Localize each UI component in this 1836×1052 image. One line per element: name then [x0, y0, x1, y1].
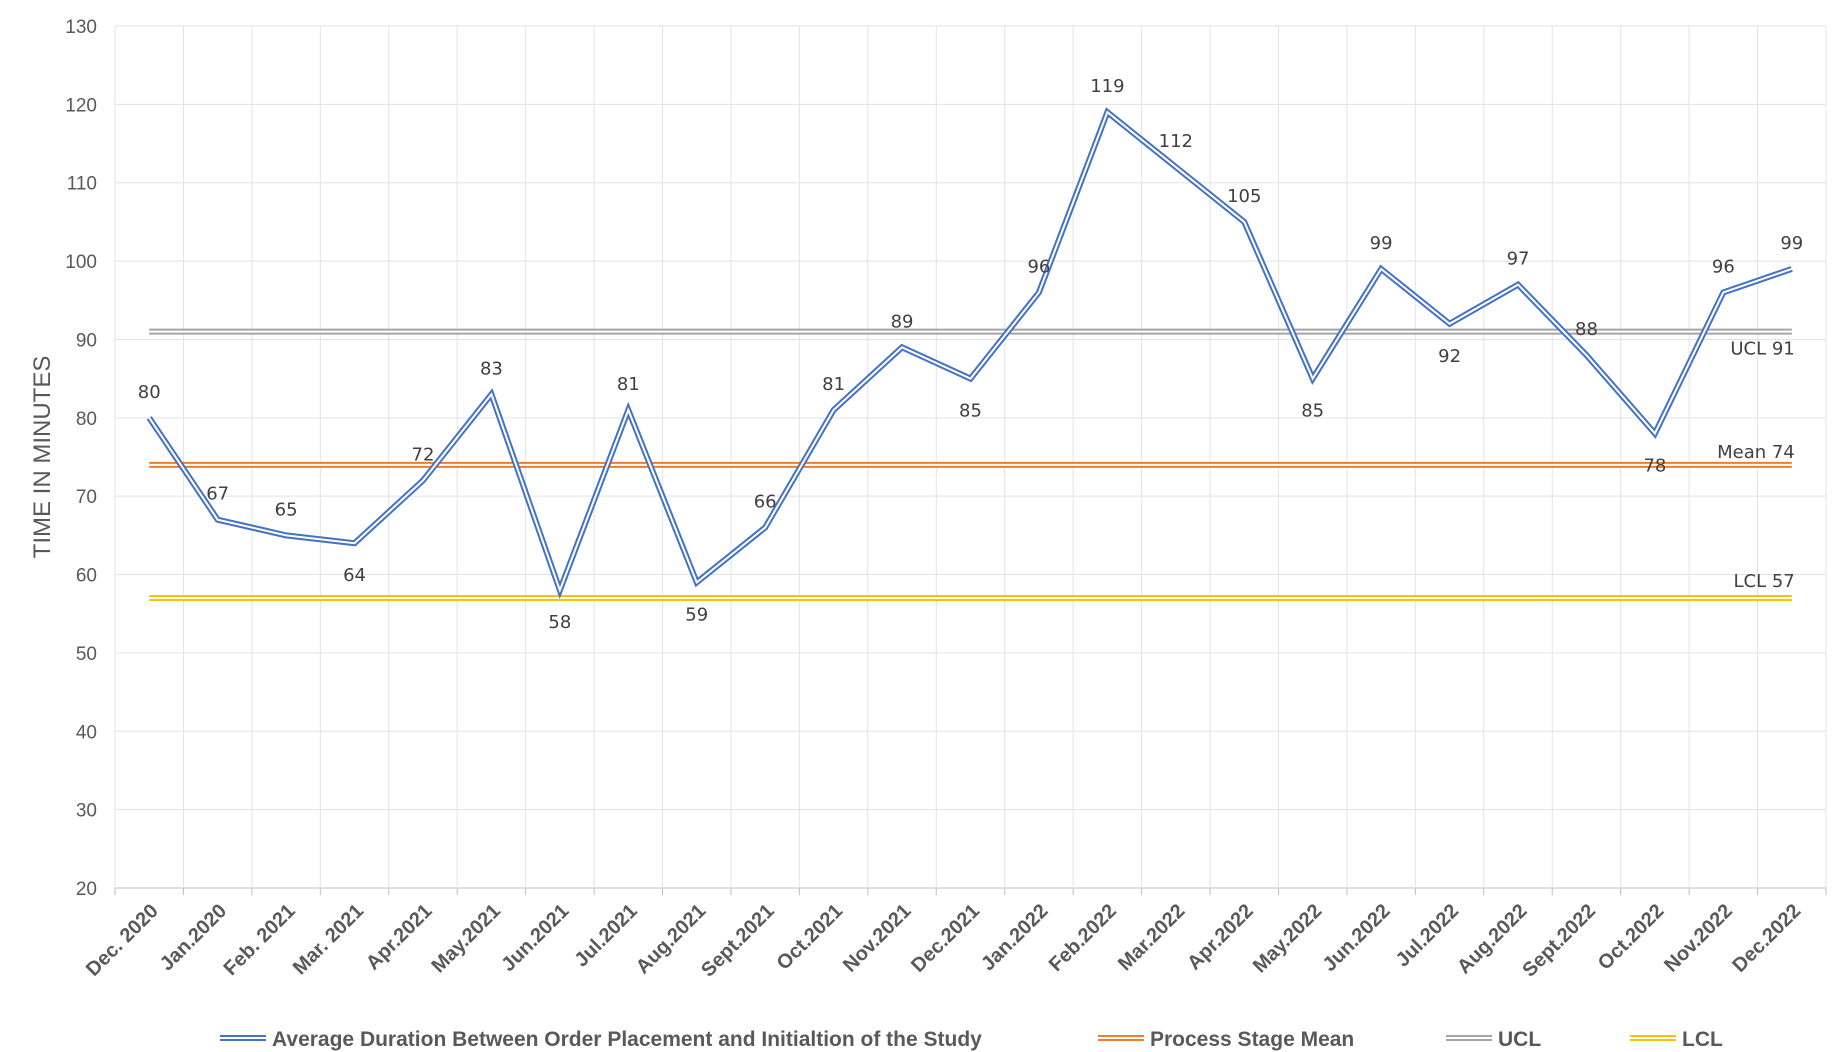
x-tick-label: Apr.2021 — [362, 900, 437, 975]
data-label: 119 — [1090, 76, 1124, 97]
x-tick-label: Jul.2022 — [1392, 900, 1463, 971]
x-tick-label: Jan.2022 — [977, 900, 1052, 975]
y-tick-label: 70 — [76, 487, 97, 508]
y-tick-label: 120 — [65, 95, 97, 116]
data-label: 80 — [138, 382, 161, 403]
ucl-label: UCL 91 — [1730, 339, 1794, 360]
x-tick-label: Dec. 2020 — [82, 900, 163, 981]
data-label: 81 — [617, 374, 640, 395]
x-tick-label: Feb. 2021 — [220, 900, 300, 980]
data-label: 112 — [1159, 131, 1193, 152]
x-tick-label: Jun.2022 — [1319, 900, 1395, 976]
data-label: 66 — [754, 492, 777, 513]
y-tick-label: 110 — [67, 174, 97, 195]
data-labels: 80 67 65 64 72 83 58 81 59 66 81 89 85 96 119 112 105 85 9… — [138, 76, 1803, 633]
y-tick-label: 60 — [76, 566, 97, 587]
mean-label: Mean 74 — [1717, 442, 1795, 463]
y-axis-ticks: 20 30 40 50 60 70 80 90 100 110 120 130 — [65, 17, 97, 900]
data-label: 99 — [1780, 233, 1803, 254]
data-label: 88 — [1575, 319, 1598, 340]
data-label: 64 — [343, 565, 366, 586]
x-tick-label: May.2021 — [428, 900, 505, 977]
data-label: 97 — [1507, 249, 1530, 270]
y-tick-label: 100 — [65, 252, 97, 273]
data-label: 96 — [1712, 256, 1735, 277]
x-tick-label: Oct.2022 — [1594, 900, 1669, 975]
legend-label: Average Duration Between Order Placement… — [272, 1028, 982, 1051]
series-line-inner — [148, 110, 1793, 594]
x-tick-label: Jul.2021 — [570, 900, 641, 971]
data-label: 78 — [1643, 455, 1666, 476]
x-tick-label: May.2022 — [1249, 900, 1326, 977]
data-label: 83 — [480, 358, 503, 379]
data-label: 105 — [1227, 186, 1261, 207]
x-tick-label: Dec.2022 — [1728, 900, 1805, 977]
series-line — [146, 107, 1793, 599]
y-tick-label: 30 — [76, 801, 97, 822]
data-label: 99 — [1370, 233, 1393, 254]
y-tick-label: 50 — [76, 644, 97, 665]
data-label: 85 — [959, 401, 982, 422]
legend-label: LCL — [1682, 1028, 1723, 1051]
series-line-outer — [146, 107, 1793, 599]
x-tick-label: Oct.2021 — [773, 900, 848, 975]
y-tick-label: 90 — [76, 330, 97, 351]
data-label: 67 — [206, 484, 229, 505]
y-tick-label: 130 — [65, 17, 97, 38]
data-label: 89 — [891, 311, 914, 332]
data-label: 59 — [685, 604, 708, 625]
legend-label: UCL — [1498, 1028, 1541, 1051]
x-tick-label: Feb.2022 — [1045, 900, 1121, 976]
y-tick-label: 20 — [76, 879, 97, 900]
x-tick-label: Sept.2022 — [1518, 900, 1600, 982]
y-tick-label: 80 — [76, 409, 97, 430]
data-label: 72 — [412, 445, 435, 466]
x-tick-label: Apr.2022 — [1183, 900, 1258, 975]
data-label: 85 — [1301, 401, 1324, 422]
data-label: 81 — [822, 374, 845, 395]
x-tick-label: Nov.2022 — [1660, 900, 1737, 977]
reference-lines: Mean 74 UCL 91 LCL 57 — [149, 328, 1795, 602]
y-tick-label: 40 — [76, 722, 97, 743]
x-tick-label: Sept.2021 — [697, 900, 779, 982]
x-tick-label: Mar.2022 — [1114, 900, 1189, 975]
data-label: 96 — [1027, 256, 1050, 277]
legend: Average Duration Between Order Placement… — [220, 1028, 1723, 1051]
x-tick-label: Dec.2021 — [907, 900, 984, 977]
lcl-label: LCL 57 — [1734, 571, 1795, 592]
data-label: 58 — [548, 612, 571, 633]
y-axis-label: TIME IN MINUTES — [29, 356, 56, 559]
data-label: 65 — [275, 499, 298, 520]
x-tick-label: Nov.2021 — [839, 900, 916, 977]
x-tick-label: Mar. 2021 — [289, 900, 368, 979]
data-label: 92 — [1438, 346, 1461, 367]
gridlines — [114, 25, 1827, 895]
x-tick-label: Jun.2021 — [497, 900, 573, 976]
legend-label: Process Stage Mean — [1150, 1028, 1354, 1051]
